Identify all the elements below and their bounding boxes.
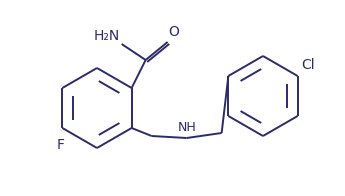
Text: O: O <box>169 25 179 39</box>
Text: H₂N: H₂N <box>93 29 120 43</box>
Text: F: F <box>56 138 65 152</box>
Text: NH: NH <box>177 121 196 134</box>
Text: Cl: Cl <box>302 58 315 72</box>
